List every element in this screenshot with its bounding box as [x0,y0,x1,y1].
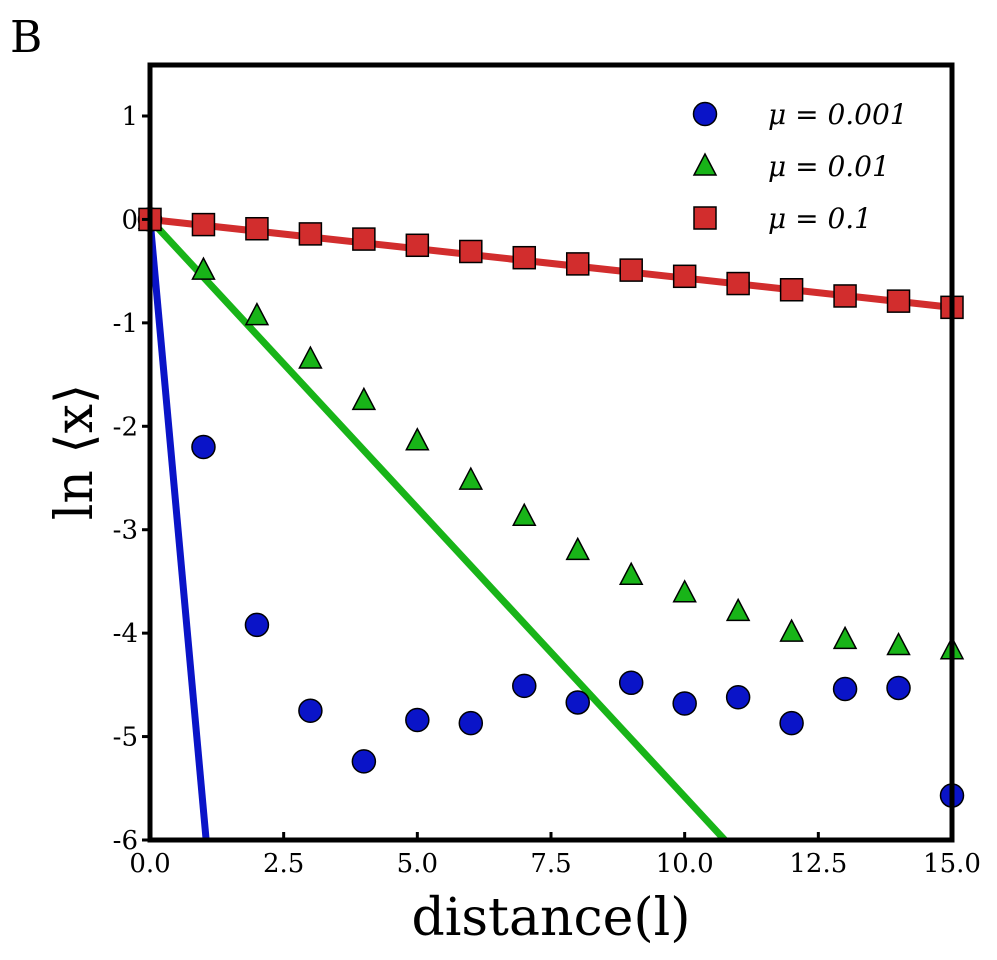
data-point-triangle-2 [618,561,644,585]
data-point-square-3 [512,245,537,270]
x-tick-label: 2.5 [263,849,304,879]
data-point-circle-1 [512,673,537,699]
y-tick-label: -4 [113,619,138,649]
data-point-triangle-2 [405,427,430,451]
data-point-square-3 [565,252,590,276]
legend-label: μ = 0.1 [768,202,872,235]
data-point-circle-1 [565,690,590,715]
x-tick-label: 0.0 [129,849,170,879]
data-point-circle-1 [779,710,804,736]
x-axis-title: distance(l) [411,888,690,948]
x-tick-label: 7.5 [530,849,571,879]
data-markers [137,205,965,808]
fit-line-2 [150,217,728,840]
data-point-triangle-2 [886,631,911,656]
data-point-square-3 [298,222,323,246]
fit-lines [150,215,952,840]
y-tick-label: -6 [113,826,138,856]
data-point-circle-1 [351,749,377,774]
data-point-triangle-2 [779,618,804,642]
data-point-circle-1 [191,434,216,460]
data-point-square-3 [779,278,804,302]
data-point-square-3 [191,212,216,237]
y-tick-label: -3 [113,516,138,546]
legend: μ = 0.001 μ = 0.01 μ = 0.1 [692,98,908,235]
data-point-square-3 [886,289,911,313]
data-point-triangle-2 [565,536,590,561]
y-tick-label: 0 [121,205,138,235]
data-point-square-3 [352,227,376,251]
y-tick-label: -1 [113,309,138,339]
data-point-circle-1 [832,676,858,702]
data-point-square-3 [619,258,643,282]
data-point-circle-1 [672,691,697,716]
data-point-triangle-2 [512,502,537,527]
panel-label: B [10,12,42,63]
legend-marker-square [693,206,717,230]
y-tick-label: -2 [113,412,138,442]
legend-marker-triangle [692,152,718,176]
y-axis-title: ln ⟨x⟩ [45,384,105,521]
data-point-triangle-2 [832,625,858,650]
x-tick-label: 10.0 [656,849,714,879]
data-point-triangle-2 [298,345,323,369]
fit-line-1 [150,219,210,840]
data-point-triangle-2 [672,579,697,603]
data-point-triangle-2 [351,386,377,411]
data-point-square-3 [405,233,430,258]
data-point-circle-1 [725,685,751,710]
x-tick-label: 5.0 [397,849,438,879]
legend-label: μ = 0.001 [768,98,908,131]
data-point-square-3 [459,239,483,264]
fit-line-3 [150,215,952,311]
legend-marker-circle [692,101,718,127]
data-point-square-3 [245,216,269,241]
data-point-circle-1 [886,675,911,701]
data-point-triangle-2 [191,256,216,280]
data-point-circle-1 [405,707,430,733]
data-point-triangle-2 [725,597,751,622]
x-tick-label: 15.0 [923,849,981,879]
data-point-circle-1 [618,670,644,696]
data-point-square-3 [833,284,857,308]
y-tick-label: 1 [121,102,138,132]
x-tick-label: 12.5 [789,849,847,879]
data-point-circle-1 [244,612,270,638]
y-axis-ticks: 1 0 -1 -2 -3 -4 -5 -6 [113,102,150,856]
data-point-square-3 [726,271,750,296]
data-point-circle-1 [458,710,484,736]
x-axis-ticks: 0.0 2.5 5.0 7.5 10.0 12.5 15.0 [129,832,981,879]
data-point-triangle-2 [244,302,270,326]
y-tick-label: -5 [113,723,138,753]
data-point-triangle-2 [458,466,484,490]
data-point-circle-1 [298,698,323,723]
legend-label: μ = 0.01 [768,150,890,183]
data-point-square-3 [672,264,697,289]
